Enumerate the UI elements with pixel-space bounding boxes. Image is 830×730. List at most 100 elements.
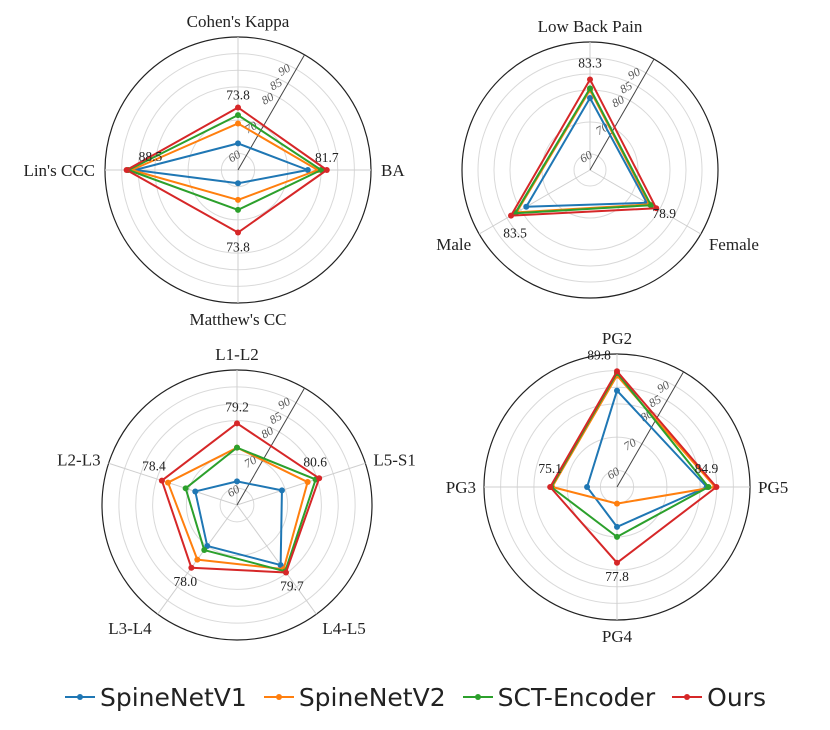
- data-point-spinenetv2: [235, 120, 241, 127]
- data-point-ours: [234, 420, 240, 427]
- data-point-sct-encoder: [201, 547, 208, 554]
- value-annotation: 77.8: [605, 569, 629, 584]
- data-point-ours: [614, 559, 620, 566]
- value-annotation: 78.9: [652, 206, 676, 221]
- axis-spoke: [236, 504, 317, 615]
- legend-swatch-sct-encoder: [462, 694, 493, 700]
- legend: SpineNetV1 SpineNetV2 SCT-Encoder Ours: [0, 672, 830, 722]
- data-point-ours: [316, 475, 323, 482]
- axis-label: PG4: [602, 627, 633, 646]
- legend-label-sct-encoder: SCT-Encoder: [497, 682, 656, 712]
- axis-label: PG5: [758, 478, 788, 497]
- value-annotation: 81.7: [315, 150, 339, 165]
- data-point-sct-encoder: [182, 485, 189, 492]
- value-annotation: 80.6: [303, 454, 327, 469]
- data-point-sct-encoder: [318, 167, 325, 173]
- data-point-spinenetv1: [587, 95, 593, 101]
- legend-swatch-ours: [672, 694, 703, 700]
- series-line-spinenetv2: [166, 446, 309, 571]
- series-line-spinenetv1: [194, 480, 283, 567]
- radial-tick-label: 60: [577, 148, 594, 166]
- data-point-spinenetv2: [235, 196, 241, 203]
- data-point-ours: [188, 564, 195, 571]
- value-annotation: 79.7: [280, 578, 304, 593]
- value-annotation: 79.2: [225, 399, 249, 414]
- data-point-spinenetv1: [614, 387, 620, 394]
- radar-chart-3: 6070808590L1-L2L5-S1L4-L5L3-L4L2-L379.28…: [57, 345, 416, 641]
- data-point-spinenetv2: [304, 479, 311, 486]
- data-point-sct-encoder: [235, 112, 241, 119]
- radial-tick-axis: [237, 54, 305, 171]
- axis-label: Cohen's Kappa: [187, 12, 290, 31]
- data-point-spinenetv1: [235, 140, 241, 147]
- series-line-sct-encoder: [184, 446, 317, 573]
- value-annotation: 83.5: [503, 226, 527, 241]
- axis-label: Lin's CCC: [23, 161, 95, 180]
- data-point-ours: [713, 484, 720, 490]
- radial-tick-axis: [589, 58, 655, 171]
- axis-spoke: [108, 462, 238, 506]
- data-point-ours: [614, 368, 620, 375]
- axis-label: Male: [436, 235, 471, 254]
- data-point-ours: [235, 229, 241, 236]
- legend-label-spinenetv2: SpineNetV2: [298, 682, 446, 712]
- legend-item-sct-encoder: SCT-Encoder: [462, 682, 656, 712]
- data-point-sct-encoder: [614, 533, 620, 540]
- axis-label: PG3: [446, 478, 476, 497]
- data-point-ours: [282, 569, 289, 576]
- data-point-spinenetv1: [235, 180, 241, 187]
- data-point-ours: [508, 212, 515, 219]
- data-point-sct-encoder: [235, 206, 241, 213]
- data-point-spinenetv1: [304, 167, 311, 173]
- data-point-spinenetv2: [614, 500, 620, 507]
- data-point-ours: [158, 477, 165, 484]
- value-annotation: 73.8: [226, 240, 250, 255]
- data-point-spinenetv1: [192, 488, 199, 495]
- axis-label: Matthew's CC: [189, 310, 286, 329]
- axis-label: PG2: [602, 329, 632, 348]
- legend-label-ours: Ours: [707, 682, 766, 712]
- value-annotation: 83.3: [578, 55, 602, 70]
- data-point-spinenetv2: [164, 479, 171, 486]
- axis-label: BA: [381, 161, 405, 180]
- series-line-sct-encoder: [514, 87, 652, 215]
- legend-swatch-spinenetv2: [263, 694, 294, 700]
- data-point-spinenetv1: [234, 478, 240, 485]
- data-point-ours: [235, 104, 241, 111]
- value-annotation: 75.1: [538, 461, 562, 476]
- series-line-spinenetv1: [525, 97, 648, 208]
- axis-label: L3-L4: [108, 619, 152, 638]
- radial-tick-label: 60: [226, 147, 243, 165]
- legend-item-spinenetv2: SpineNetV2: [263, 683, 446, 712]
- legend-label-spinenetv1: SpineNetV1: [100, 682, 247, 712]
- data-point-ours: [653, 205, 660, 212]
- value-annotation: 73.8: [226, 87, 250, 102]
- data-point-sct-encoder: [705, 484, 712, 490]
- axis-label: L1-L2: [215, 345, 258, 364]
- value-annotation: 89.8: [587, 347, 611, 362]
- series-line-ours: [510, 78, 658, 217]
- legend-item-spinenetv1: SpineNetV1: [64, 683, 247, 712]
- data-point-spinenetv2: [194, 556, 201, 563]
- data-point-ours: [123, 167, 130, 173]
- legend-swatch-spinenetv1: [65, 694, 95, 700]
- value-annotation: 84.9: [695, 461, 719, 476]
- data-point-ours: [547, 484, 554, 490]
- axis-label: L5-S1: [373, 450, 416, 469]
- data-point-ours: [587, 76, 593, 83]
- value-annotation: 78.0: [174, 574, 198, 589]
- series-line-ours: [160, 422, 321, 574]
- axis-label: Female: [709, 235, 759, 254]
- data-point-spinenetv1: [523, 203, 530, 210]
- axis-label: L2-L3: [57, 450, 100, 469]
- axis-spoke: [478, 169, 591, 235]
- data-point-spinenetv1: [278, 487, 285, 494]
- axis-spoke: [236, 462, 366, 506]
- value-annotation: 78.4: [142, 459, 166, 474]
- radial-tick-axis: [616, 371, 684, 488]
- radial-tick-label: 90: [275, 394, 292, 412]
- value-annotation: 88.5: [139, 149, 163, 164]
